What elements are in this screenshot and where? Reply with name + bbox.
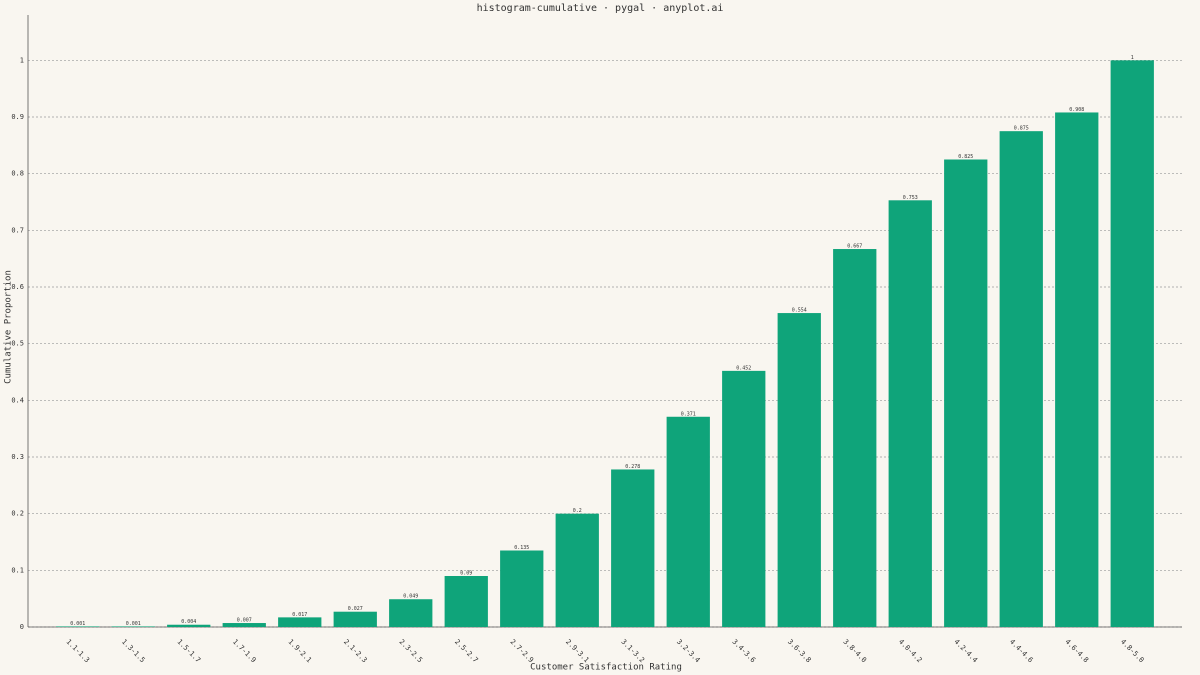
y-tick-label: 0.9: [11, 113, 24, 121]
value-label: 0.753: [903, 195, 918, 201]
bar: [777, 313, 821, 627]
bar: [833, 249, 877, 628]
y-tick-label: 0.6: [11, 283, 24, 291]
value-label: 0.001: [70, 621, 85, 627]
value-label: 0.135: [514, 545, 529, 551]
bar: [999, 131, 1043, 627]
y-tick-label: 0.2: [11, 510, 24, 518]
value-label: 0.554: [792, 308, 807, 314]
y-tick-label: 0.3: [11, 453, 24, 461]
y-tick-label: 0.5: [11, 340, 24, 348]
value-label: 0.001: [126, 621, 141, 627]
bar: [444, 576, 488, 627]
bar: [611, 469, 655, 627]
y-tick-label: 0.4: [11, 396, 24, 404]
value-label: 0.371: [681, 411, 696, 417]
y-tick-label: 0.8: [11, 170, 24, 178]
x-axis-title: Customer Satisfaction Rating: [530, 663, 682, 673]
bar: [666, 416, 710, 627]
value-label: 0.875: [1014, 126, 1029, 132]
y-tick-label: 0.1: [11, 566, 24, 574]
value-label: 0.017: [292, 612, 307, 618]
bar: [56, 626, 100, 627]
value-label: 0.908: [1069, 107, 1084, 113]
y-axis-title: Cumulative Proportion: [4, 270, 14, 384]
bar: [555, 513, 599, 627]
value-label: 0.452: [736, 365, 751, 371]
bar: [222, 623, 266, 627]
value-label: 0.667: [847, 244, 862, 250]
y-tick-label: 0: [20, 623, 24, 631]
bar: [944, 159, 988, 627]
bar: [278, 617, 322, 627]
value-label: 0.09: [460, 571, 472, 577]
value-label: 0.004: [181, 619, 196, 625]
bar: [333, 611, 377, 627]
bar: [111, 626, 155, 627]
bar: [1110, 60, 1154, 628]
value-label: 0.825: [958, 154, 973, 160]
value-label: 0.007: [237, 618, 252, 624]
bar: [167, 624, 211, 627]
value-label: 0.278: [625, 464, 640, 470]
chart-title: histogram-cumulative · pygal · anyplot.a…: [477, 3, 724, 14]
value-label: 0.2: [573, 508, 582, 514]
bar: [1055, 112, 1099, 627]
value-label: 1: [1131, 55, 1134, 61]
bar: [888, 200, 932, 628]
y-tick-label: 0.7: [11, 226, 24, 234]
y-tick-label: 1: [20, 56, 24, 64]
bar: [389, 599, 433, 627]
value-label: 0.027: [348, 606, 363, 612]
bar: [722, 370, 766, 627]
bar: [500, 550, 544, 627]
value-label: 0.049: [403, 594, 418, 600]
